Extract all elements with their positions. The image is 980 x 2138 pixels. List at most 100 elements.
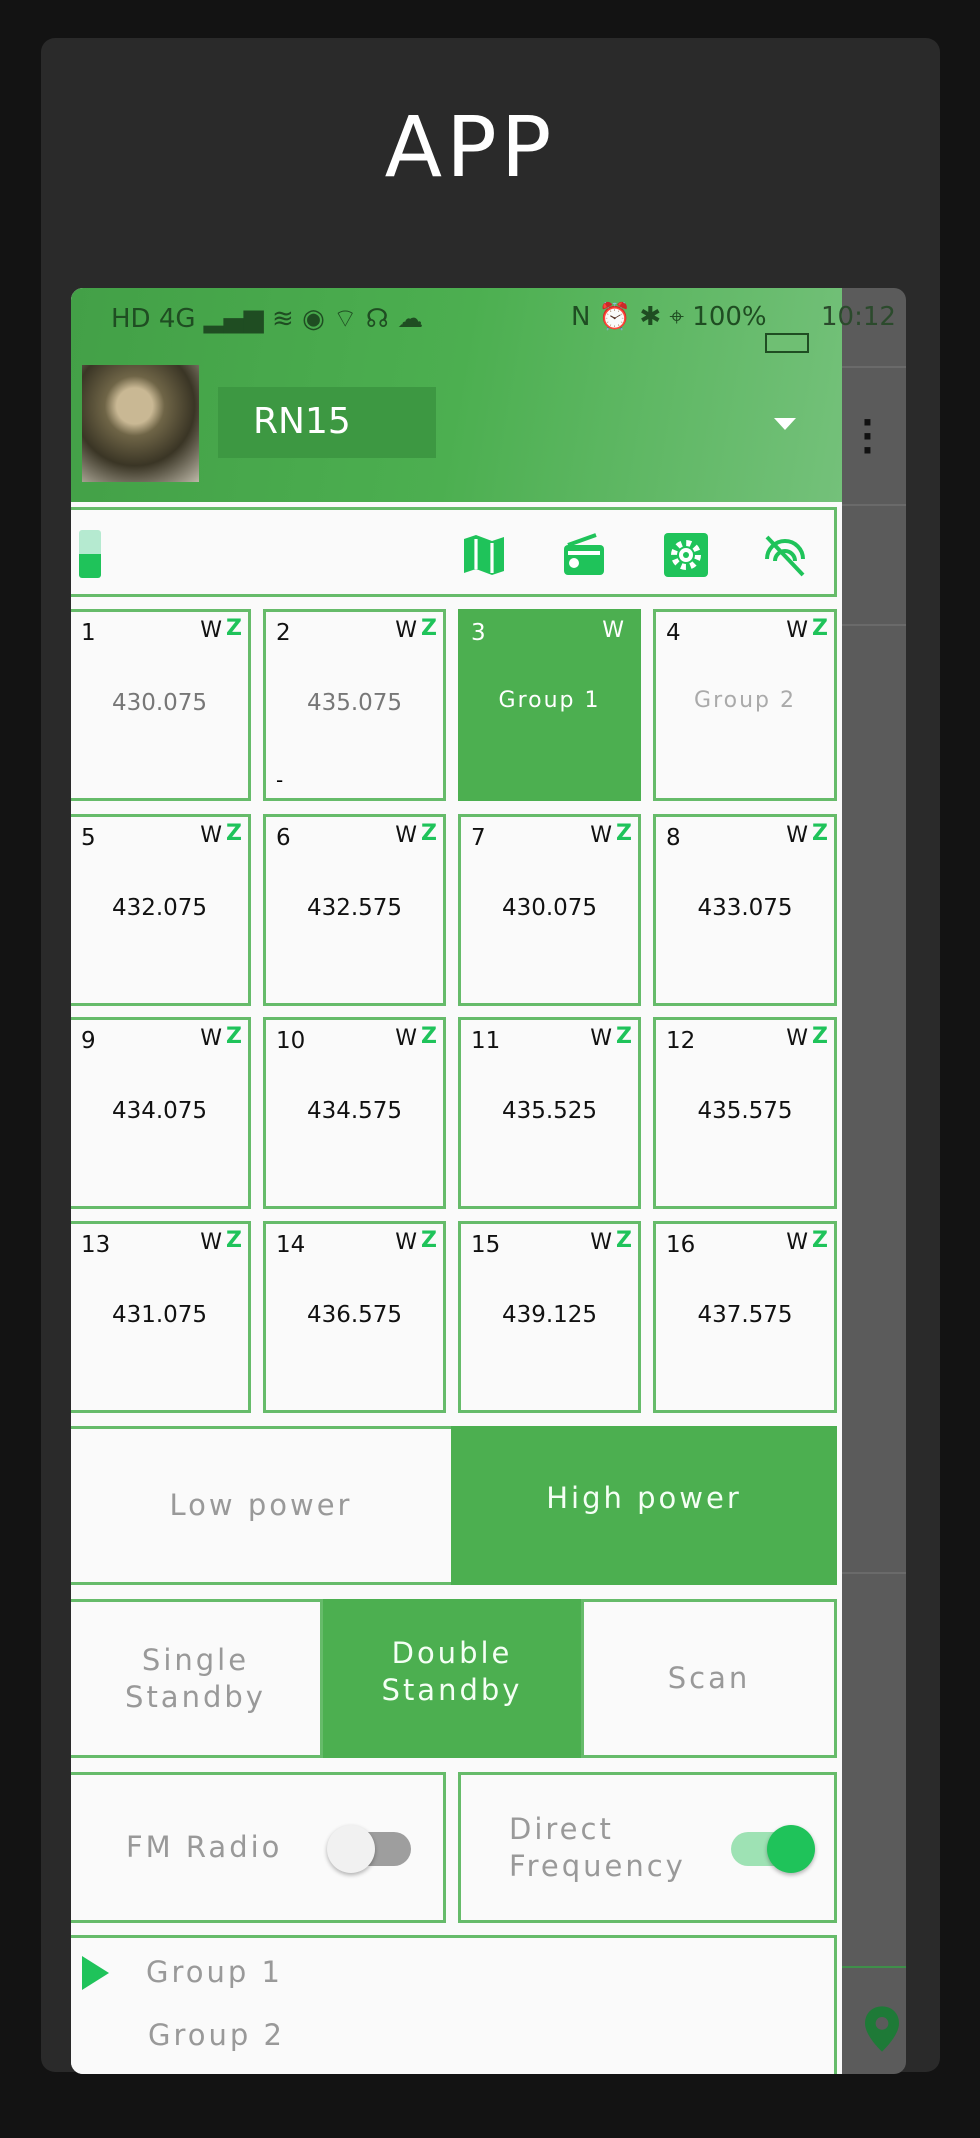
z-indicator: Z [616,821,632,846]
location-pin-icon[interactable] [865,2006,899,2052]
channel-cell-16[interactable]: 16 W Z 437.575 [653,1221,837,1413]
more-menu-icon[interactable]: · · · [861,403,874,471]
z-indicator: Z [812,1024,828,1049]
channel-number: 16 [666,1232,696,1258]
single-standby-button[interactable]: Single Standby [71,1599,323,1758]
channel-number: 2 [276,620,291,646]
channel-cell-5[interactable]: 5 W Z 432.075 [71,814,251,1006]
channel-cell-4[interactable]: 4 W Z Group 2 [653,609,837,801]
play-icon[interactable] [82,1956,109,1990]
wide-band-indicator: W [200,618,222,643]
channel-cell-10[interactable]: 10 W Z 434.575 [263,1017,446,1209]
device-name[interactable]: RN15 [218,387,436,458]
channel-cell-2[interactable]: 2 W Z 435.075 - [263,609,446,801]
direct-frequency-toggle[interactable] [731,1825,815,1873]
z-indicator: Z [616,1024,632,1049]
avatar[interactable] [82,365,199,482]
signal-off-icon[interactable] [761,530,809,580]
z-indicator: Z [226,821,242,846]
dropdown-arrow-icon[interactable] [774,418,796,430]
wide-band-indicator: W [395,823,417,848]
channel-cell-15[interactable]: 15 W Z 439.125 [458,1221,641,1413]
channel-label: 435.525 [501,1098,598,1124]
high-power-button[interactable]: High power [451,1426,837,1585]
group-item-2[interactable]: Group 2 [148,2018,285,2052]
channel-label: 430.075 [501,895,598,921]
channel-label: 435.075 [306,690,403,716]
wide-band-indicator: W [786,823,808,848]
battery-status-icon [765,333,809,353]
channel-label: 431.075 [111,1302,208,1328]
wide-band-indicator: W [786,1230,808,1255]
wide-band-indicator: W [590,823,612,848]
scan-button[interactable]: Scan [581,1599,837,1758]
app-screenshot[interactable]: · · · HD 4G ▂▄▆ ≋ ◉ ⌔ ☊ ☁ N ⏰ ✱ ⌖ 100% 10:… [71,288,906,2074]
channel-number: 6 [276,825,291,851]
channel-number: 15 [471,1232,501,1258]
channel-label: 433.075 [697,895,793,921]
double-standby-button[interactable]: Double Standby [323,1599,581,1758]
channel-number: 7 [471,825,486,851]
wide-band-indicator: W [602,618,624,643]
channel-label: 434.075 [111,1098,208,1124]
channel-number: 10 [276,1028,306,1054]
channel-label: 437.575 [697,1302,793,1328]
settings-icon[interactable] [662,530,710,580]
group-list: Group 1 Group 2 [71,1935,837,2074]
channel-cell-8[interactable]: 8 W Z 433.075 [653,814,837,1006]
channel-label: Group 1 [498,688,601,713]
z-indicator: Z [226,1024,242,1049]
channel-number: 13 [81,1232,111,1258]
channel-number: 3 [471,620,486,646]
toolbar [71,507,837,597]
channel-number: 14 [276,1232,306,1258]
group-item-1[interactable]: Group 1 [146,1955,283,1989]
navigation-drawer: HD 4G ▂▄▆ ≋ ◉ ⌔ ☊ ☁ N ⏰ ✱ ⌖ 100% 10:12 R… [71,288,896,2074]
channel-number: 9 [81,1028,96,1054]
channel-label: 432.575 [306,895,403,921]
wide-band-indicator: W [200,1026,222,1051]
radio-icon[interactable] [560,530,608,580]
channel-cell-13[interactable]: 13 W Z 431.075 [71,1221,251,1413]
clock: 10:12 [821,302,896,332]
z-indicator: Z [421,1024,437,1049]
z-indicator: Z [421,821,437,846]
channel-cell-1[interactable]: 1 W Z 430.075 [71,609,251,801]
channel-number: 8 [666,825,681,851]
channel-cell-6[interactable]: 6 W Z 432.575 [263,814,446,1006]
z-indicator: Z [812,821,828,846]
channel-label: 432.075 [111,895,208,921]
fm-radio-label: FM Radio [126,1830,283,1864]
channel-cell-14[interactable]: 14 W Z 436.575 [263,1221,446,1413]
low-power-button[interactable]: Low power [71,1426,451,1585]
z-indicator: Z [226,616,242,641]
status-icons-right: N ⏰ ✱ ⌖ 100% [571,302,767,332]
wide-band-indicator: W [590,1230,612,1255]
channel-cell-9[interactable]: 9 W Z 434.075 [71,1017,251,1209]
channel-cell-7[interactable]: 7 W Z 430.075 [458,814,641,1006]
channel-cell-12[interactable]: 12 W Z 435.575 [653,1017,837,1209]
channel-cell-11[interactable]: 11 W Z 435.525 [458,1017,641,1209]
wide-band-indicator: W [786,618,808,643]
channel-label: 435.575 [697,1098,793,1124]
direct-frequency-row: Direct Frequency [458,1772,837,1923]
status-icons-left: HD 4G ▂▄▆ ≋ ◉ ⌔ ☊ ☁ [111,304,424,334]
channel-number: 5 [81,825,96,851]
channel-number: 11 [471,1028,501,1054]
fm-radio-toggle[interactable] [327,1825,411,1873]
wide-band-indicator: W [786,1026,808,1051]
direct-frequency-label: Direct Frequency [509,1811,686,1883]
channel-label: 434.575 [306,1098,403,1124]
app-title: APP [384,98,556,196]
map-icon[interactable] [460,530,508,580]
z-indicator: Z [226,1228,242,1253]
drawer-header: HD 4G ▂▄▆ ≋ ◉ ⌔ ☊ ☁ N ⏰ ✱ ⌖ 100% 10:12 R… [71,288,896,502]
wide-band-indicator: W [395,1230,417,1255]
battery-icon [79,530,101,578]
wide-band-indicator: W [200,1230,222,1255]
channel-number: 4 [666,620,681,646]
channel-cell-3[interactable]: 3 W Z Group 1 [458,609,641,801]
z-indicator: Z [616,1228,632,1253]
z-indicator: Z [812,1228,828,1253]
channel-number: 12 [666,1028,696,1054]
